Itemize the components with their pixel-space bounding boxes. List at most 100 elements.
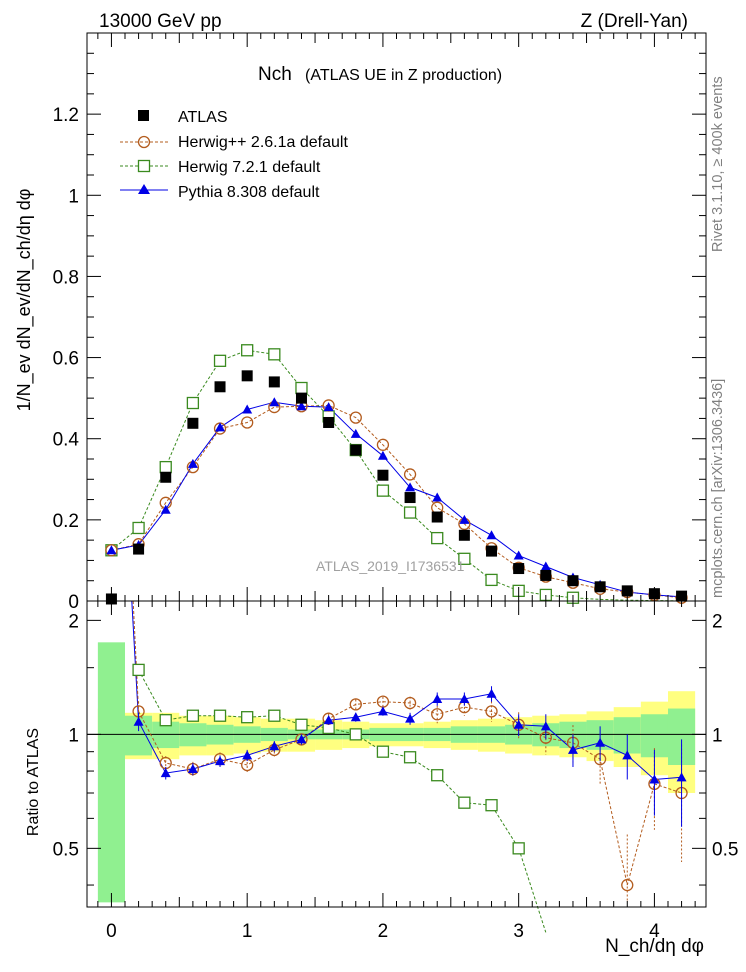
pythia-point [459, 514, 470, 524]
main-x-ticks [97, 33, 696, 601]
pythia-ratio-point [160, 768, 171, 778]
herwigpp-point [105, 544, 118, 557]
atlas-point [431, 511, 443, 523]
atlas-point [241, 370, 253, 382]
main-y-tick-label: 0.4 [53, 430, 80, 451]
x-tick-label: 4 [649, 921, 660, 942]
herwig7-point [376, 484, 390, 497]
legend-label-herwigpp: Herwig++ 2.6.1a default [178, 134, 348, 151]
atlas-point [350, 444, 362, 456]
herwig7-point [132, 521, 145, 535]
atlas-point [486, 545, 498, 557]
atlas-point [540, 569, 552, 581]
herwig7-point [159, 460, 172, 474]
legend-marker-atlas [138, 110, 149, 121]
pythia-point [242, 404, 253, 414]
legend-marker-herwig7 [137, 159, 151, 173]
pythia-ratio-point [377, 706, 388, 716]
herwig7-point [295, 381, 308, 395]
ratio-marks [87, 600, 706, 933]
herwig7-ratio-point [295, 718, 308, 731]
atlas-point [133, 543, 145, 555]
pythia-point [432, 492, 443, 502]
herwig7-ratio-point [186, 709, 200, 722]
pythia-point [106, 545, 117, 555]
legend-marker-pythia [138, 184, 150, 194]
pythia-ratio-point [649, 774, 660, 784]
herwigpp-ratio-point [159, 756, 172, 770]
ratio-y-tick-label: 2 [68, 611, 79, 632]
ratio-y-axis: 0.5 0.5 1 1 2 2 [53, 611, 738, 886]
ratio-y-tick-label-right: 0.5 [712, 839, 738, 860]
atlas-point [214, 381, 226, 393]
herwig7-point [431, 531, 444, 545]
main-panel: 0 0.2 0.4 0.6 0.8 1 1.2 Nch (ATLAS UE in Z pro… [14, 32, 707, 613]
main-subtitle: (ATLAS UE in Z production) [305, 67, 502, 84]
herwig7-ratio-point [431, 769, 444, 782]
x-axis-label: N_ch/dη dφ [605, 936, 704, 957]
atlas-point [377, 469, 389, 481]
pythia-point [377, 450, 388, 460]
pythia-point [296, 401, 307, 411]
pythia-ratio-point [242, 750, 253, 760]
mcplots-label: mcplots.cern.ch [arXiv:1306.3436] [710, 379, 726, 598]
pythia-ratio-point [215, 756, 226, 766]
pythia-line [111, 401, 682, 598]
legend-entry-pythia: Pythia 8.308 default [120, 184, 320, 201]
atlas-point [323, 416, 335, 428]
atlas-point [594, 581, 606, 593]
herwig7-point [458, 552, 471, 565]
pythia-ratio-point [296, 734, 307, 744]
herwigpp-point [376, 438, 390, 451]
pythia-point [215, 422, 226, 432]
x-tick-label: 3 [513, 921, 524, 942]
herwig7-point [213, 354, 227, 367]
atlas-point [513, 563, 525, 575]
pythia-ratio-point [323, 715, 334, 725]
atlas-point [458, 529, 470, 541]
herwig7-point [186, 396, 200, 410]
herwig7-ratio-point [349, 728, 362, 741]
herwigpp-point [349, 411, 362, 424]
herwig7-point [485, 573, 498, 587]
ratio-panel: 0.5 0.5 1 1 2 2 0 1 2 3 4 Ratio to ATLAS N_ch/dη … [25, 600, 738, 957]
herwigpp-line [111, 404, 682, 599]
pythia-ratio-point [269, 741, 280, 751]
pythia-point [269, 397, 280, 407]
herwigpp-point [403, 468, 417, 481]
legend: ATLAS Herwig++ 2.6.1a default Herwig 7.2… [120, 109, 348, 201]
main-y-axis: 0 0.2 0.4 0.6 0.8 1 1.2 [53, 52, 706, 613]
atlas-point [567, 575, 579, 587]
herwig7-ratio-point [241, 711, 254, 724]
pythia-ratio-point [459, 693, 470, 703]
pythia-point [405, 482, 416, 492]
pythia-ratio-point [595, 737, 606, 747]
ratio-y-tick-label: 1 [68, 725, 79, 746]
x-tick-label: 0 [106, 921, 117, 942]
atlas-point [295, 392, 307, 404]
herwigpp-point [241, 416, 254, 429]
atlas-point [187, 417, 199, 429]
herwigpp-ratio-point [621, 878, 634, 892]
herwig7-ratio-point [458, 796, 471, 809]
legend-entry-herwig7: Herwig 7.2.1 default [120, 159, 321, 176]
main-y-tick-label: 0.6 [53, 349, 79, 370]
herwigpp-ratio-line [138, 701, 682, 886]
pythia-ratio-point [133, 716, 144, 726]
x-tick-label: 1 [242, 921, 253, 942]
herwig7-ratio-point [403, 751, 417, 764]
herwigpp-ratio-point [485, 705, 498, 718]
herwig7-ratio-point [159, 714, 172, 727]
pythia-ratio-point [187, 764, 198, 774]
pythia-ratio-point [622, 750, 633, 760]
process-label: Z (Drell-Yan) [581, 11, 688, 32]
pythia-ratio-point [350, 712, 361, 722]
herwigpp-ratio-point [403, 696, 417, 710]
legend-entry-herwigpp: Herwig++ 2.6.1a default [120, 134, 348, 151]
main-y-tick-label: 1.2 [53, 105, 79, 126]
legend-label-herwig7: Herwig 7.2.1 default [178, 159, 321, 176]
pythia-ratio-point [676, 772, 687, 782]
pythia-point [187, 458, 198, 468]
herwig7-point [403, 506, 417, 519]
herwigpp-ratio-point [431, 708, 444, 721]
